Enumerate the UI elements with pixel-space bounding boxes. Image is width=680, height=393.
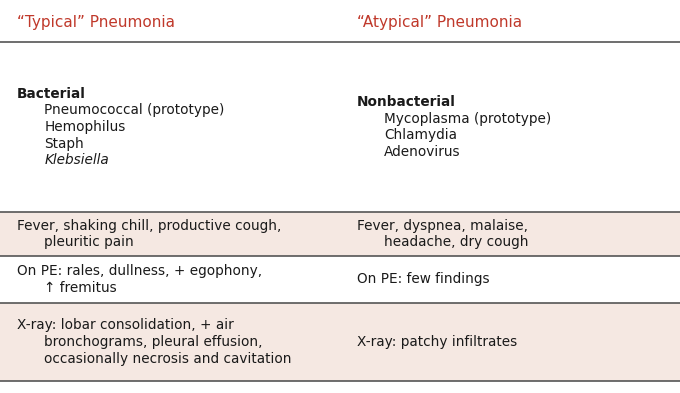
Text: “Atypical” Pneumonia: “Atypical” Pneumonia <box>357 15 522 29</box>
Bar <box>0 303 680 381</box>
Bar <box>0 42 680 212</box>
Text: X-ray: patchy infiltrates: X-ray: patchy infiltrates <box>357 335 517 349</box>
Bar <box>0 256 680 303</box>
Text: X-ray: lobar consolidation, + air: X-ray: lobar consolidation, + air <box>17 318 234 332</box>
Text: Hemophilus: Hemophilus <box>44 120 126 134</box>
Text: occasionally necrosis and cavitation: occasionally necrosis and cavitation <box>44 351 292 365</box>
Bar <box>0 2 680 42</box>
Text: On PE: few findings: On PE: few findings <box>357 272 490 286</box>
Text: Mycoplasma (prototype): Mycoplasma (prototype) <box>384 112 551 126</box>
Text: Adenovirus: Adenovirus <box>384 145 461 159</box>
Text: bronchograms, pleural effusion,: bronchograms, pleural effusion, <box>44 335 262 349</box>
Bar <box>0 212 680 256</box>
Text: Chlamydia: Chlamydia <box>384 128 457 142</box>
Text: “Typical” Pneumonia: “Typical” Pneumonia <box>17 15 175 29</box>
Text: Fever, shaking chill, productive cough,: Fever, shaking chill, productive cough, <box>17 219 282 233</box>
Text: pleuritic pain: pleuritic pain <box>44 235 134 249</box>
Text: Nonbacterial: Nonbacterial <box>357 95 456 109</box>
Text: Bacterial: Bacterial <box>17 87 86 101</box>
Text: Klebsiella: Klebsiella <box>44 153 109 167</box>
Text: Staph: Staph <box>44 136 84 151</box>
Text: headache, dry cough: headache, dry cough <box>384 235 529 249</box>
Text: Fever, dyspnea, malaise,: Fever, dyspnea, malaise, <box>357 219 528 233</box>
Text: On PE: rales, dullness, + egophony,: On PE: rales, dullness, + egophony, <box>17 264 262 278</box>
Text: ↑ fremitus: ↑ fremitus <box>44 281 117 295</box>
Text: Pneumococcal (prototype): Pneumococcal (prototype) <box>44 103 224 118</box>
